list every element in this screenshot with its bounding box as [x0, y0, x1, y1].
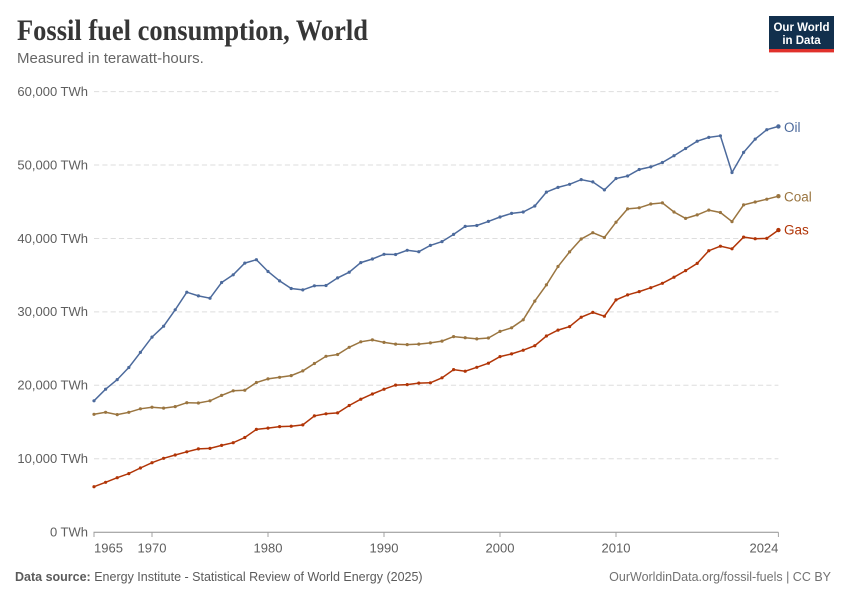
- svg-text:1980: 1980: [254, 541, 283, 556]
- svg-text:Gas: Gas: [784, 222, 809, 237]
- svg-text:Data source: Energy Institute: Data source: Energy Institute - Statisti…: [15, 570, 423, 584]
- svg-text:1970: 1970: [138, 541, 167, 556]
- svg-text:Oil: Oil: [784, 120, 801, 135]
- svg-text:0 TWh: 0 TWh: [50, 525, 88, 540]
- svg-text:Fossil fuel consumption, World: Fossil fuel consumption, World: [17, 15, 369, 47]
- svg-text:50,000 TWh: 50,000 TWh: [17, 157, 88, 172]
- svg-text:Measured in terawatt-hours.: Measured in terawatt-hours.: [17, 50, 204, 67]
- svg-text:60,000 TWh: 60,000 TWh: [17, 84, 88, 99]
- svg-text:OurWorldinData.org/fossil-fuel: OurWorldinData.org/fossil-fuels | CC BY: [609, 570, 832, 584]
- svg-text:10,000 TWh: 10,000 TWh: [17, 451, 88, 466]
- svg-text:2000: 2000: [486, 541, 515, 556]
- svg-text:Our World: Our World: [773, 22, 829, 34]
- svg-text:40,000 TWh: 40,000 TWh: [17, 231, 88, 246]
- svg-text:1990: 1990: [370, 541, 399, 556]
- svg-text:Coal: Coal: [784, 190, 812, 205]
- svg-text:in Data: in Data: [782, 35, 821, 47]
- svg-text:2010: 2010: [602, 541, 631, 556]
- svg-text:1965: 1965: [94, 541, 123, 556]
- svg-text:2024: 2024: [749, 541, 778, 556]
- svg-text:20,000 TWh: 20,000 TWh: [17, 378, 88, 393]
- svg-text:30,000 TWh: 30,000 TWh: [17, 304, 88, 319]
